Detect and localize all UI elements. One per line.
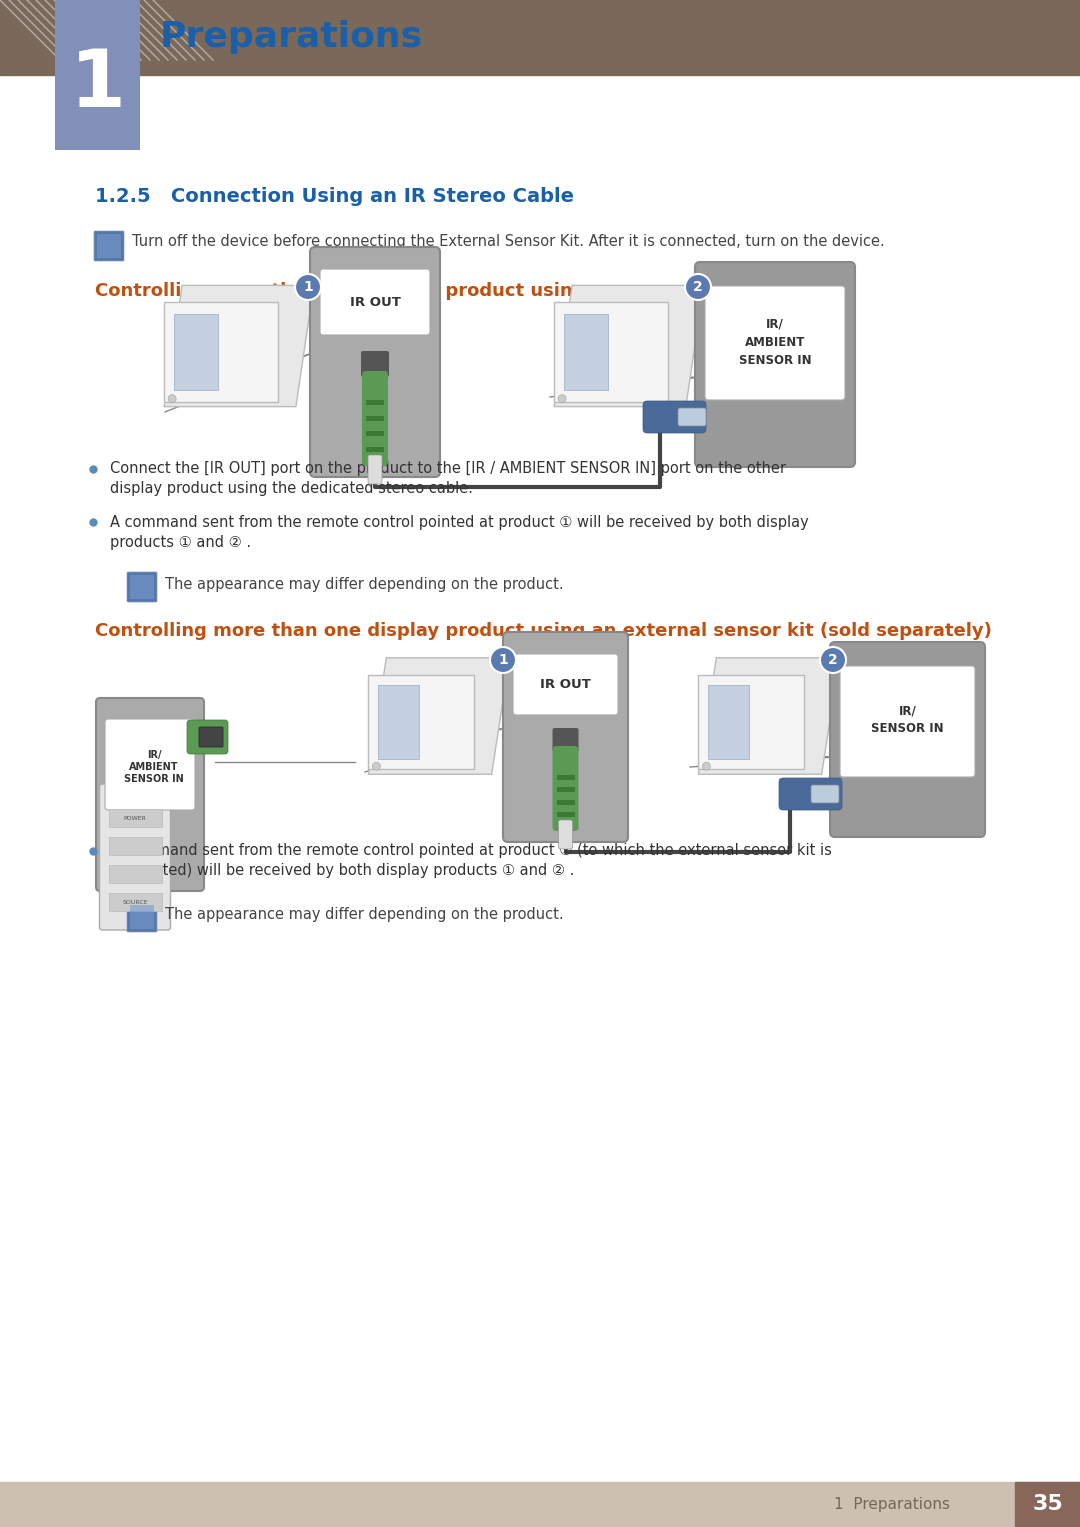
FancyBboxPatch shape [840, 666, 975, 777]
Polygon shape [368, 675, 474, 770]
Text: Turn off the device before connecting the External Sensor Kit. After it is conne: Turn off the device before connecting th… [132, 234, 885, 249]
FancyBboxPatch shape [55, 0, 140, 150]
FancyBboxPatch shape [368, 455, 382, 484]
FancyBboxPatch shape [199, 727, 222, 747]
Text: 1: 1 [69, 46, 125, 124]
Text: A command sent from the remote control pointed at product ① (to which the extern: A command sent from the remote control p… [110, 843, 832, 858]
Bar [108, 893, 162, 912]
FancyBboxPatch shape [130, 906, 154, 928]
FancyBboxPatch shape [361, 351, 389, 377]
Circle shape [685, 273, 711, 299]
FancyBboxPatch shape [678, 408, 706, 426]
Text: IR OUT: IR OUT [540, 678, 591, 692]
Polygon shape [554, 302, 667, 402]
Text: The appearance may differ depending on the product.: The appearance may differ depending on t… [165, 907, 564, 922]
Bar [0, 0, 1080, 75]
FancyBboxPatch shape [94, 231, 124, 261]
FancyBboxPatch shape [831, 641, 985, 837]
FancyBboxPatch shape [320, 269, 430, 334]
Circle shape [820, 647, 846, 673]
FancyBboxPatch shape [362, 371, 388, 466]
Text: A command sent from the remote control pointed at product ① will be received by : A command sent from the remote control p… [110, 515, 809, 530]
Polygon shape [699, 675, 804, 770]
Bar [1015, 1483, 1080, 1527]
FancyBboxPatch shape [503, 632, 627, 841]
Text: Controlling more than one display product using an external sensor kit (sold sep: Controlling more than one display produc… [95, 621, 991, 640]
Bar [366, 400, 384, 405]
FancyBboxPatch shape [643, 402, 706, 434]
FancyBboxPatch shape [97, 234, 121, 258]
FancyBboxPatch shape [130, 576, 154, 599]
FancyBboxPatch shape [96, 698, 204, 890]
Bar [174, 313, 217, 391]
Bar [366, 431, 384, 437]
Circle shape [702, 762, 711, 770]
Circle shape [490, 647, 516, 673]
Polygon shape [164, 286, 314, 406]
Bar [556, 788, 575, 793]
Circle shape [373, 762, 380, 770]
Bar [556, 812, 575, 817]
Circle shape [295, 273, 321, 299]
Bar [0, 1483, 1080, 1527]
FancyBboxPatch shape [811, 785, 839, 803]
Polygon shape [554, 286, 704, 406]
Text: 1: 1 [498, 654, 508, 667]
FancyBboxPatch shape [779, 777, 842, 809]
Text: 1.2.5   Connection Using an IR Stereo Cable: 1.2.5 Connection Using an IR Stereo Cabl… [95, 186, 573, 206]
Text: 2: 2 [828, 654, 838, 667]
FancyBboxPatch shape [705, 286, 845, 400]
Polygon shape [699, 658, 839, 774]
Text: 1: 1 [303, 279, 313, 295]
Text: IR OUT: IR OUT [350, 296, 401, 308]
Bar [564, 313, 608, 391]
FancyBboxPatch shape [558, 820, 572, 849]
FancyBboxPatch shape [127, 902, 157, 931]
Circle shape [168, 394, 176, 403]
Text: The appearance may differ depending on the product.: The appearance may differ depending on t… [165, 577, 564, 592]
Text: connected) will be received by both display products ① and ② .: connected) will be received by both disp… [110, 863, 575, 878]
Bar [366, 447, 384, 452]
Polygon shape [368, 658, 510, 774]
Bar [366, 415, 384, 420]
Text: IR/
AMBIENT
SENSOR IN: IR/ AMBIENT SENSOR IN [739, 318, 811, 366]
Text: 2: 2 [693, 279, 703, 295]
Bar [556, 776, 575, 780]
Bar [108, 864, 162, 883]
FancyBboxPatch shape [696, 263, 855, 467]
FancyBboxPatch shape [553, 728, 579, 751]
FancyBboxPatch shape [105, 719, 195, 809]
Bar [708, 686, 750, 759]
Circle shape [558, 394, 566, 403]
FancyBboxPatch shape [187, 721, 228, 754]
FancyBboxPatch shape [513, 654, 618, 715]
FancyBboxPatch shape [553, 747, 579, 831]
Bar [108, 809, 162, 828]
FancyBboxPatch shape [99, 783, 171, 930]
Bar [108, 837, 162, 855]
Text: products ① and ② .: products ① and ② . [110, 534, 252, 550]
Text: IR/
AMBIENT
SENSOR IN: IR/ AMBIENT SENSOR IN [124, 750, 184, 785]
Text: display product using the dedicated stereo cable.: display product using the dedicated ster… [110, 481, 473, 496]
Polygon shape [164, 302, 278, 402]
Bar [378, 686, 419, 759]
Text: SOURCE: SOURCE [122, 899, 148, 904]
Text: POWER: POWER [123, 815, 147, 820]
Text: Connect the [IR OUT] port on the product to the [IR / AMBIENT SENSOR IN] port on: Connect the [IR OUT] port on the product… [110, 461, 786, 476]
Text: 1  Preparations: 1 Preparations [834, 1496, 950, 1512]
Text: Preparations: Preparations [160, 20, 423, 55]
FancyBboxPatch shape [127, 573, 157, 602]
Bar [556, 800, 575, 805]
FancyBboxPatch shape [310, 247, 440, 476]
Text: Controlling more than one display product using your remote control: Controlling more than one display produc… [95, 282, 794, 299]
Text: IR/
SENSOR IN: IR/ SENSOR IN [872, 704, 944, 736]
Text: 35: 35 [1032, 1495, 1063, 1515]
